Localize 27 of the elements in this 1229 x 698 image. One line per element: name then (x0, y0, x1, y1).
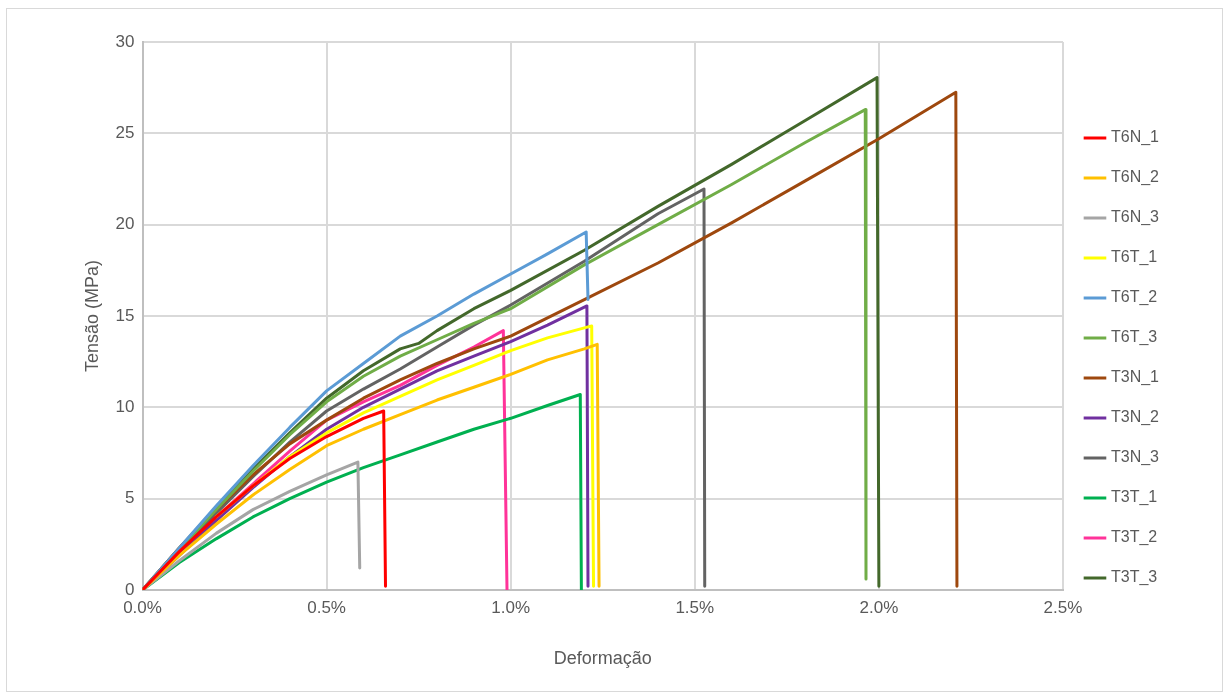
x-tick-label: 0.0% (123, 597, 162, 617)
legend-label: T3N_2 (1110, 408, 1160, 427)
x-tick-label: 2.5% (1043, 597, 1083, 617)
legend-label: T3N_3 (1110, 448, 1160, 467)
legend-label: T6T_2 (1110, 288, 1158, 307)
legend-label: T6T_3 (1110, 328, 1158, 347)
y-axis-title: Tensão (MPa) (81, 259, 102, 373)
y-tick-label: 25 (115, 123, 135, 143)
legend-label: T6T_1 (1110, 248, 1158, 267)
legend-label: T6N_1 (1110, 128, 1160, 147)
y-tick-label: 10 (115, 397, 135, 417)
x-tick-label: 2.0% (859, 597, 899, 617)
x-tick-label: 1.5% (675, 597, 715, 617)
y-tick-label: 5 (125, 488, 135, 508)
x-tick-label: 1.0% (491, 597, 531, 617)
legend-label: T3N_1 (1110, 368, 1160, 387)
x-axis-title: Deformação (553, 648, 652, 669)
x-tick-label: 0.5% (307, 597, 346, 617)
legend-label: T6N_2 (1110, 168, 1160, 187)
y-tick-label: 30 (115, 31, 135, 51)
legend-label: T3T_2 (1110, 528, 1158, 547)
y-tick-label: 0 (125, 579, 135, 599)
legend-label: T3T_3 (1110, 568, 1158, 587)
legend-label: T6N_3 (1110, 208, 1160, 227)
legend-label: T3T_1 (1110, 488, 1158, 507)
y-tick-label: 20 (115, 214, 135, 234)
y-tick-label: 15 (115, 305, 135, 325)
